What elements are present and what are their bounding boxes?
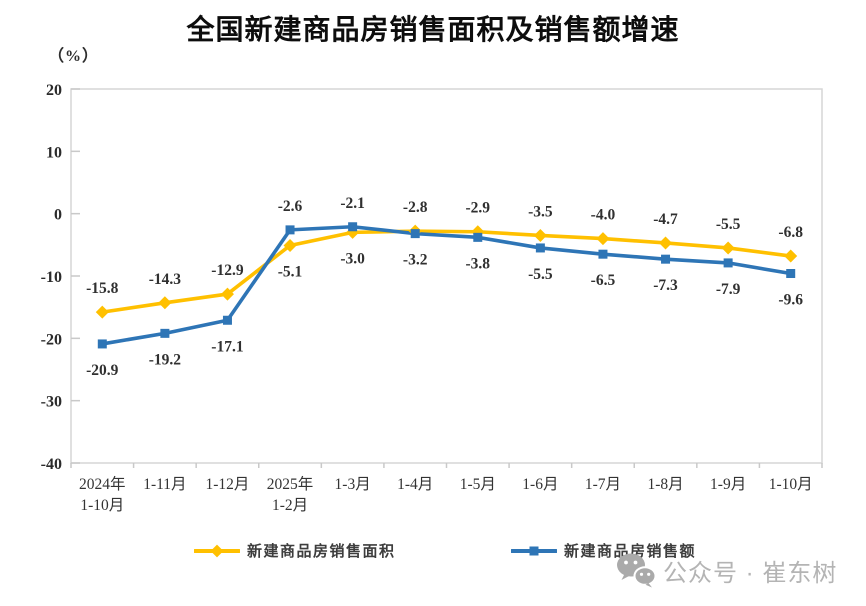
svg-text:-4.0: -4.0 — [591, 207, 616, 224]
svg-text:1-10月: 1-10月 — [80, 497, 124, 514]
svg-text:1-2月: 1-2月 — [272, 497, 308, 514]
svg-text:-9.6: -9.6 — [778, 292, 803, 309]
svg-text:-10: -10 — [41, 269, 62, 286]
svg-text:-40: -40 — [41, 456, 62, 473]
svg-text:-3.2: -3.2 — [403, 252, 428, 269]
svg-text:-7.3: -7.3 — [653, 277, 678, 294]
svg-text:2025年: 2025年 — [267, 475, 314, 493]
svg-text:-3.8: -3.8 — [466, 255, 491, 272]
svg-text:1-8月: 1-8月 — [647, 476, 683, 493]
svg-text:1-7月: 1-7月 — [585, 476, 621, 493]
wechat-icon — [617, 553, 656, 588]
svg-text:-2.6: -2.6 — [278, 198, 303, 215]
watermark: 公众号 · 崔东树 — [616, 552, 837, 588]
svg-text:-4.7: -4.7 — [653, 211, 678, 228]
legend-label-sales-area: 新建商品房销售面积 — [247, 544, 396, 560]
svg-text:1-4月: 1-4月 — [397, 476, 433, 493]
y-axis-unit-label: （%） — [48, 48, 100, 65]
svg-text:2024年: 2024年 — [79, 475, 126, 493]
svg-text:1-9月: 1-9月 — [710, 476, 746, 493]
svg-text:-12.9: -12.9 — [211, 262, 244, 279]
legend: 新建商品房销售面积 新建商品房销售额 — [0, 540, 866, 560]
svg-text:-2.9: -2.9 — [466, 200, 491, 217]
legend-marker-sales-area-icon — [194, 544, 240, 557]
legend-label-sales-amount: 新建商品房销售额 — [564, 544, 697, 560]
svg-text:-5.5: -5.5 — [528, 266, 553, 283]
legend-item-sales-amount: 新建商品房销售额 — [511, 540, 696, 561]
svg-text:-19.2: -19.2 — [149, 351, 182, 368]
svg-text:-20: -20 — [41, 331, 62, 348]
svg-text:-6.8: -6.8 — [778, 224, 803, 241]
watermark-text: 公众号 · 崔东树 — [663, 559, 838, 587]
svg-text:1-12月: 1-12月 — [205, 476, 249, 493]
svg-text:-20.9: -20.9 — [86, 362, 119, 379]
line-chart-plot-area: 20 10 0 -10 -20 -30 -40 2024年 1-10月 1-11月 1-12月 202… — [41, 82, 823, 514]
svg-text:0: 0 — [54, 207, 62, 224]
svg-text:1-10月: 1-10月 — [769, 476, 813, 493]
svg-text:-30: -30 — [41, 394, 62, 411]
svg-text:-17.1: -17.1 — [211, 338, 243, 355]
svg-text:1-5月: 1-5月 — [460, 476, 496, 493]
svg-text:-2.1: -2.1 — [340, 195, 365, 212]
svg-text:20: 20 — [46, 82, 62, 99]
svg-text:-3.5: -3.5 — [528, 203, 553, 220]
legend-item-sales-area: 新建商品房销售面积 — [194, 540, 396, 561]
svg-text:-15.8: -15.8 — [86, 280, 119, 297]
svg-text:-3.0: -3.0 — [340, 250, 365, 267]
svg-text:1-11月: 1-11月 — [143, 476, 186, 493]
svg-text:-14.3: -14.3 — [149, 271, 182, 288]
svg-text:10: 10 — [46, 144, 62, 161]
svg-text:-7.9: -7.9 — [716, 281, 741, 298]
svg-text:-6.5: -6.5 — [591, 272, 616, 289]
svg-text:1-3月: 1-3月 — [335, 476, 371, 493]
svg-text:-5.1: -5.1 — [278, 263, 303, 280]
chart-title: 全国新建商品房销售面积及销售额增速 — [186, 14, 680, 45]
svg-text:-5.5: -5.5 — [716, 216, 741, 233]
legend-marker-sales-amount-icon — [511, 546, 557, 555]
svg-text:1-6月: 1-6月 — [522, 476, 558, 493]
svg-text:-2.8: -2.8 — [403, 199, 428, 216]
